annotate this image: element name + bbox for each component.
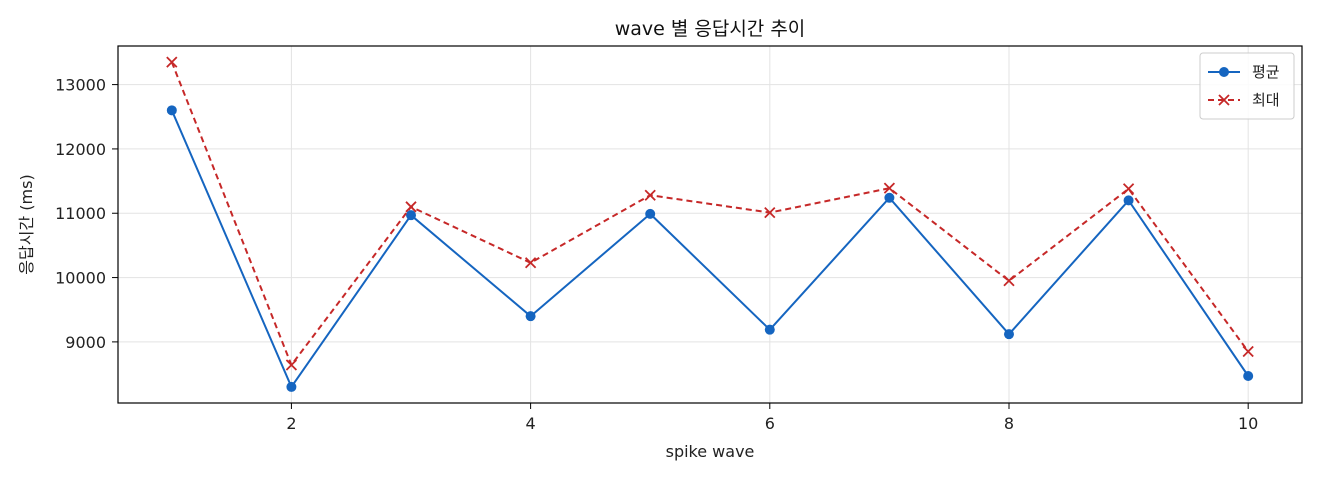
series-1: [166, 105, 1254, 392]
y-tick-label: 10000: [55, 269, 106, 288]
series-2: [166, 56, 1254, 371]
data-point: [1123, 195, 1134, 206]
x-tick-label: 6: [765, 414, 775, 433]
series-line: [170, 61, 1250, 366]
data-point: [166, 56, 178, 68]
plot-frame: [117, 45, 1303, 404]
data-point: [1242, 345, 1254, 358]
data-point: [1003, 329, 1014, 340]
series-layer: [166, 56, 1254, 392]
chart-title: wave 별 응답시간 추이: [615, 18, 806, 40]
data-point: [1243, 370, 1254, 381]
grid: [118, 46, 1302, 403]
data-point: [166, 105, 177, 116]
data-point: [524, 257, 537, 269]
data-point: [645, 208, 656, 219]
y-tick-label: 9000: [65, 333, 106, 352]
data-point: [764, 206, 776, 219]
series-line: [170, 109, 1250, 388]
x-tick-label: 2: [286, 414, 296, 433]
data-point: [1122, 183, 1135, 195]
y-tick-label: 11000: [55, 204, 106, 223]
x-tick-label: 10: [1238, 414, 1258, 433]
data-point: [286, 381, 297, 392]
data-point: [883, 182, 896, 194]
data-point: [406, 210, 417, 221]
x-tick-label: 4: [526, 414, 536, 433]
legend-marker: [1219, 67, 1229, 77]
data-point: [525, 311, 536, 322]
y-tick-label: 12000: [55, 140, 106, 159]
data-point: [1003, 275, 1015, 287]
ticks: 2 4 6 8 10 9000 10000 11000 12000 13000: [55, 76, 1258, 433]
data-point: [884, 192, 895, 203]
legend-box: [1199, 52, 1295, 120]
x-tick-label: 8: [1004, 414, 1014, 433]
data-point: [644, 189, 656, 201]
data-point: [285, 359, 298, 371]
data-point: [405, 201, 417, 213]
y-tick-label: 13000: [55, 76, 106, 95]
legend-label: 평균: [1252, 63, 1280, 81]
legend-marker: [1218, 94, 1230, 106]
data-point: [764, 324, 775, 335]
y-axis-label: 응답시간 (ms): [17, 174, 36, 274]
legend-label: 최대: [1252, 91, 1280, 109]
x-axis-label: spike wave: [666, 442, 755, 461]
